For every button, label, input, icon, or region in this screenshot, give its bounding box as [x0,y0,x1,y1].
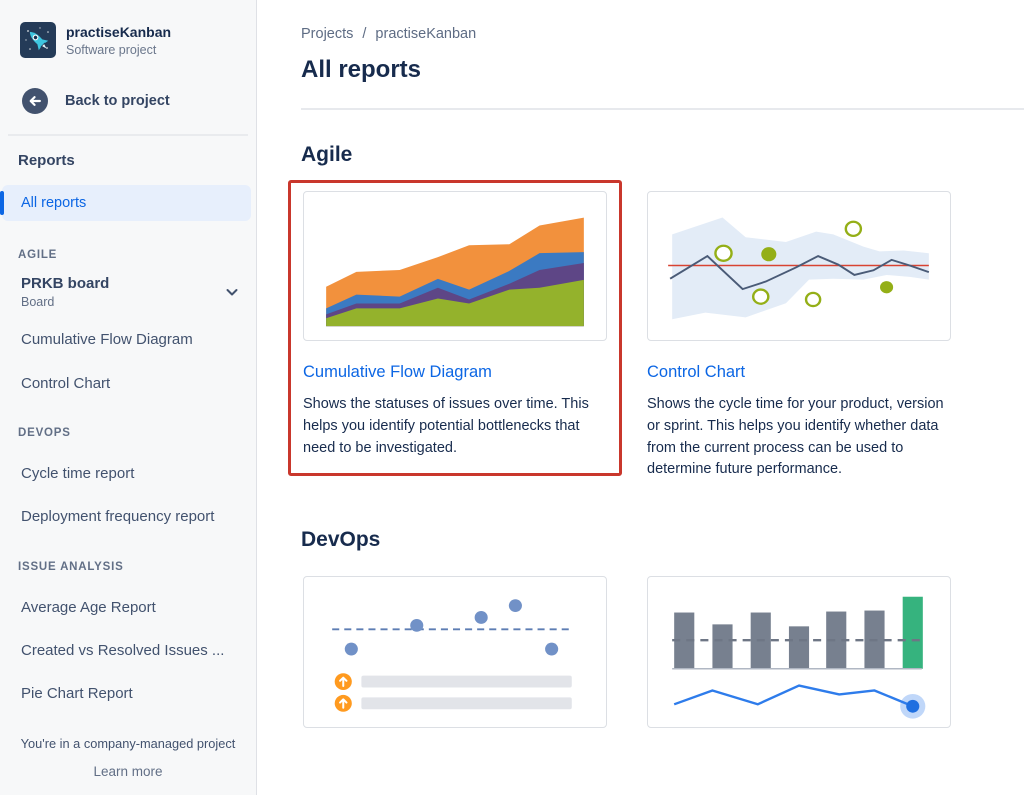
report-card-deployment-frequency [632,565,966,745]
sidebar-item-pie-chart-report[interactable]: Pie Chart Report [21,685,133,702]
chevron-down-icon[interactable] [224,284,240,300]
sidebar-group-header-issue-analysis: ISSUE ANALYSIS [18,561,124,573]
cumulative-flow-link[interactable]: Cumulative Flow Diagram [303,363,492,381]
deployment-frequency-bars-icon [672,596,926,719]
reports-heading: Reports [18,152,75,169]
control-chart-thumbnail[interactable] [647,191,951,341]
breadcrumb-projects[interactable]: Projects [301,26,354,42]
sidebar-footer: You're in a company-managed project Lear… [0,736,256,781]
back-to-project-button[interactable]: Back to project [0,58,256,114]
back-to-project-label: Back to project [65,93,170,109]
cycle-time-scatter-icon [332,599,573,712]
page-title: All reports [301,56,422,83]
cumulative-flow-description: Shows the statuses of issues over time. … [303,396,589,456]
board-sublabel: Board [21,295,55,309]
sidebar-item-created-vs-resolved[interactable]: Created vs Resolved Issues ... [21,642,225,659]
control-chart-icon [668,217,930,320]
sidebar-group-header-agile: AGILE [18,249,58,261]
stacked-area-chart-icon [326,217,584,327]
report-card-cumulative-flow-diagram: Cumulative Flow Diagram Shows the status… [288,180,622,477]
sidebar-divider [8,134,248,136]
sidebar-item-cycle-time-report[interactable]: Cycle time report [21,465,135,482]
project-header: practiseKanban Software project [0,0,256,58]
section-heading-devops: DevOps [301,528,381,551]
sidebar-item-deployment-frequency-report[interactable]: Deployment frequency report [21,508,215,525]
back-arrow-icon [22,88,48,114]
sidebar-item-board[interactable]: PRKB board Board [21,275,240,309]
managed-project-message: You're in a company-managed project [20,736,236,751]
report-card-cycle-time [288,565,622,745]
section-heading-agile: Agile [301,143,353,166]
header-divider [301,108,1024,110]
sidebar-item-average-age-report[interactable]: Average Age Report [21,599,156,616]
sidebar-item-control-chart[interactable]: Control Chart [21,375,111,392]
agile-cards-row: Cumulative Flow Diagram Shows the status… [288,180,1024,498]
cumulative-flow-thumbnail[interactable] [303,191,607,341]
cycle-time-thumbnail[interactable] [303,576,607,728]
report-card-control-chart: Control Chart Shows the cycle time for y… [632,180,966,498]
sidebar-item-cumulative-flow-diagram[interactable]: Cumulative Flow Diagram [21,331,193,348]
arrow-up-icon [334,694,352,712]
board-label: PRKB board [21,275,110,292]
control-chart-description: Shows the cycle time for your product, v… [647,396,944,478]
project-name: practiseKanban [66,24,172,40]
sidebar: practiseKanban Software project Back to … [0,0,257,795]
deployment-frequency-thumbnail[interactable] [647,576,951,728]
control-chart-link[interactable]: Control Chart [647,363,746,381]
sidebar-item-all-reports[interactable]: All reports [0,185,251,221]
arrow-up-icon [334,673,352,690]
breadcrumb-separator: / [362,26,367,42]
sidebar-group-header-devops: DEVOPS [18,427,71,439]
devops-cards-row [288,565,1024,745]
breadcrumb-project-name[interactable]: practiseKanban [375,26,477,42]
project-type: Software project [66,43,157,57]
main-content: Projects / practiseKanban All reports Ag… [257,0,1024,795]
learn-more-link[interactable]: Learn more [93,764,163,779]
breadcrumb: Projects / practiseKanban [301,26,1024,42]
project-avatar-rocket-icon [20,22,56,58]
